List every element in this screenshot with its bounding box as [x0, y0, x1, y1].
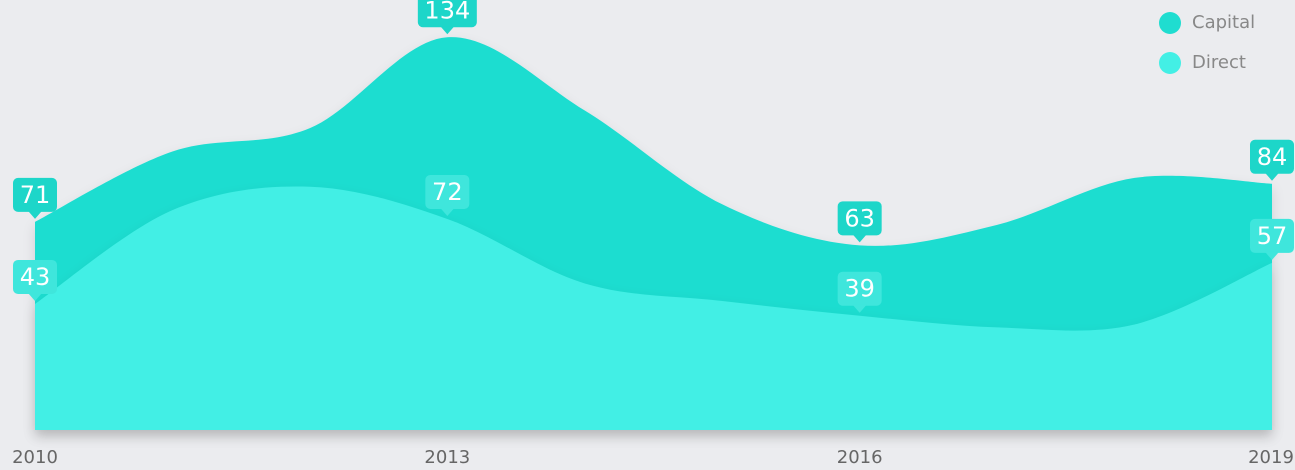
label-box [837, 271, 882, 306]
value-label-text: 57 [1257, 222, 1288, 250]
label-pointer [440, 207, 455, 216]
label-pointer [1265, 172, 1279, 181]
value-label-text: 134 [424, 0, 470, 24]
label-box [425, 174, 470, 209]
value-label-text: 71 [20, 181, 51, 209]
x-tick-label: 2016 [837, 447, 883, 468]
value-label-text: 43 [20, 263, 51, 291]
x-tick-label: 2013 [424, 447, 470, 468]
label-pointer [28, 292, 42, 301]
value-label: 72 [425, 174, 470, 216]
label-box [417, 0, 477, 28]
label-pointer [440, 26, 455, 35]
value-label-text: 84 [1257, 143, 1288, 171]
value-label: 57 [1250, 218, 1294, 260]
legend-swatch [1159, 52, 1181, 74]
value-label: 43 [13, 259, 57, 301]
value-label: 71 [13, 177, 57, 219]
label-box [13, 259, 57, 294]
legend-label: Capital [1192, 12, 1255, 33]
label-pointer [852, 304, 867, 313]
label-pointer [852, 234, 867, 243]
label-box [13, 177, 57, 212]
label-box [1250, 218, 1294, 253]
value-label: 84 [1250, 139, 1294, 181]
legend-swatch [1159, 12, 1181, 34]
value-label: 63 [837, 201, 882, 243]
x-tick-label: 2010 [12, 447, 58, 468]
value-label-text: 63 [844, 204, 875, 232]
label-box [1250, 139, 1294, 174]
value-label-text: 72 [432, 178, 463, 206]
legend-label: Direct [1192, 52, 1246, 73]
value-label-text: 39 [844, 275, 875, 303]
area [35, 186, 1272, 430]
value-label: 134 [417, 0, 477, 35]
x-tick-label: 2019 [1248, 447, 1294, 468]
label-pointer [28, 210, 42, 219]
value-label: 39 [837, 271, 882, 313]
label-box [837, 201, 882, 236]
label-pointer [1265, 251, 1279, 260]
